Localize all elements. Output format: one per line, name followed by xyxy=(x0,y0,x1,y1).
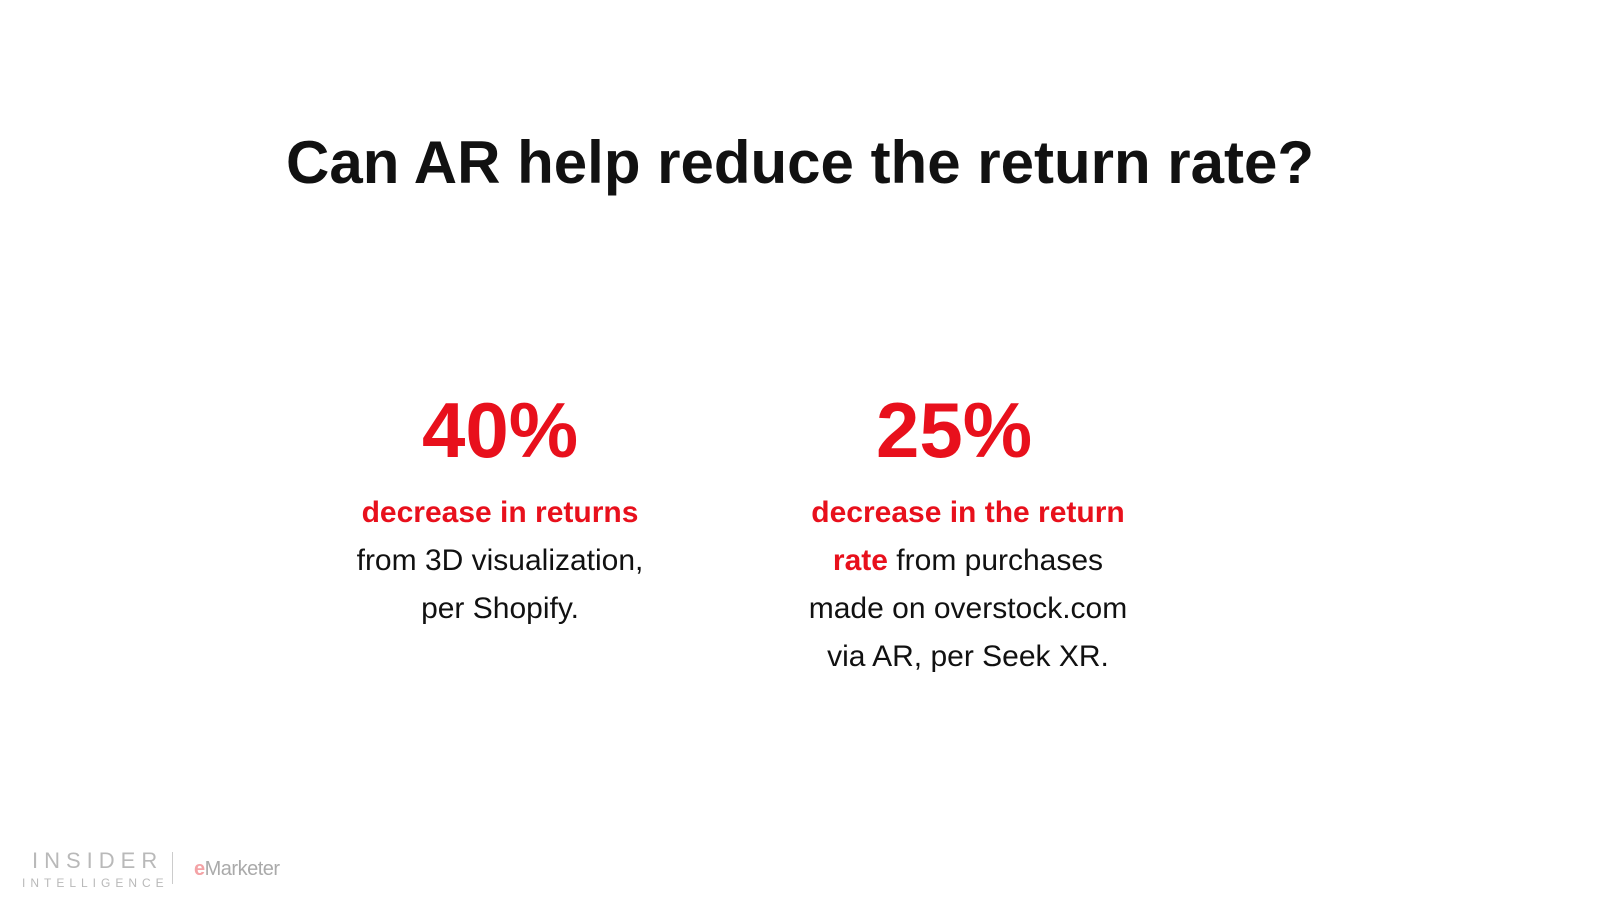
stat-value: 40% xyxy=(421,386,579,474)
stat-description: decrease in returns from 3D visualizatio… xyxy=(290,489,710,633)
stat-returns: 40% decrease in returns from 3D visualiz… xyxy=(290,385,710,633)
emarketer-text: Marketer xyxy=(204,858,280,880)
stat-text: via AR, per Seek XR. xyxy=(827,640,1109,673)
emarketer-e: e xyxy=(194,858,205,880)
stat-description: decrease in the return rate from purchas… xyxy=(758,489,1178,681)
stat-value: 25% xyxy=(875,386,1033,474)
stat-text: from 3D visualization, xyxy=(356,544,644,577)
insider-intelligence-logo-sub: INTELLIGENCE xyxy=(22,876,169,890)
stat-text: per Shopify. xyxy=(421,592,579,625)
insider-intelligence-logo: INSIDER xyxy=(32,848,164,873)
logo-divider xyxy=(172,852,173,884)
stat-highlight: decrease in returns xyxy=(361,496,639,529)
slide-title: Can AR help reduce the return rate? xyxy=(286,129,1314,196)
stat-highlight: decrease in the return xyxy=(811,496,1125,529)
stat-text: made on overstock.com xyxy=(808,592,1128,625)
stat-return-rate: 25% decrease in the return rate from pur… xyxy=(758,385,1178,681)
stat-highlight: rate xyxy=(832,544,888,577)
emarketer-logo: eMarketer xyxy=(194,858,280,881)
stat-text: from purchases xyxy=(887,544,1104,577)
